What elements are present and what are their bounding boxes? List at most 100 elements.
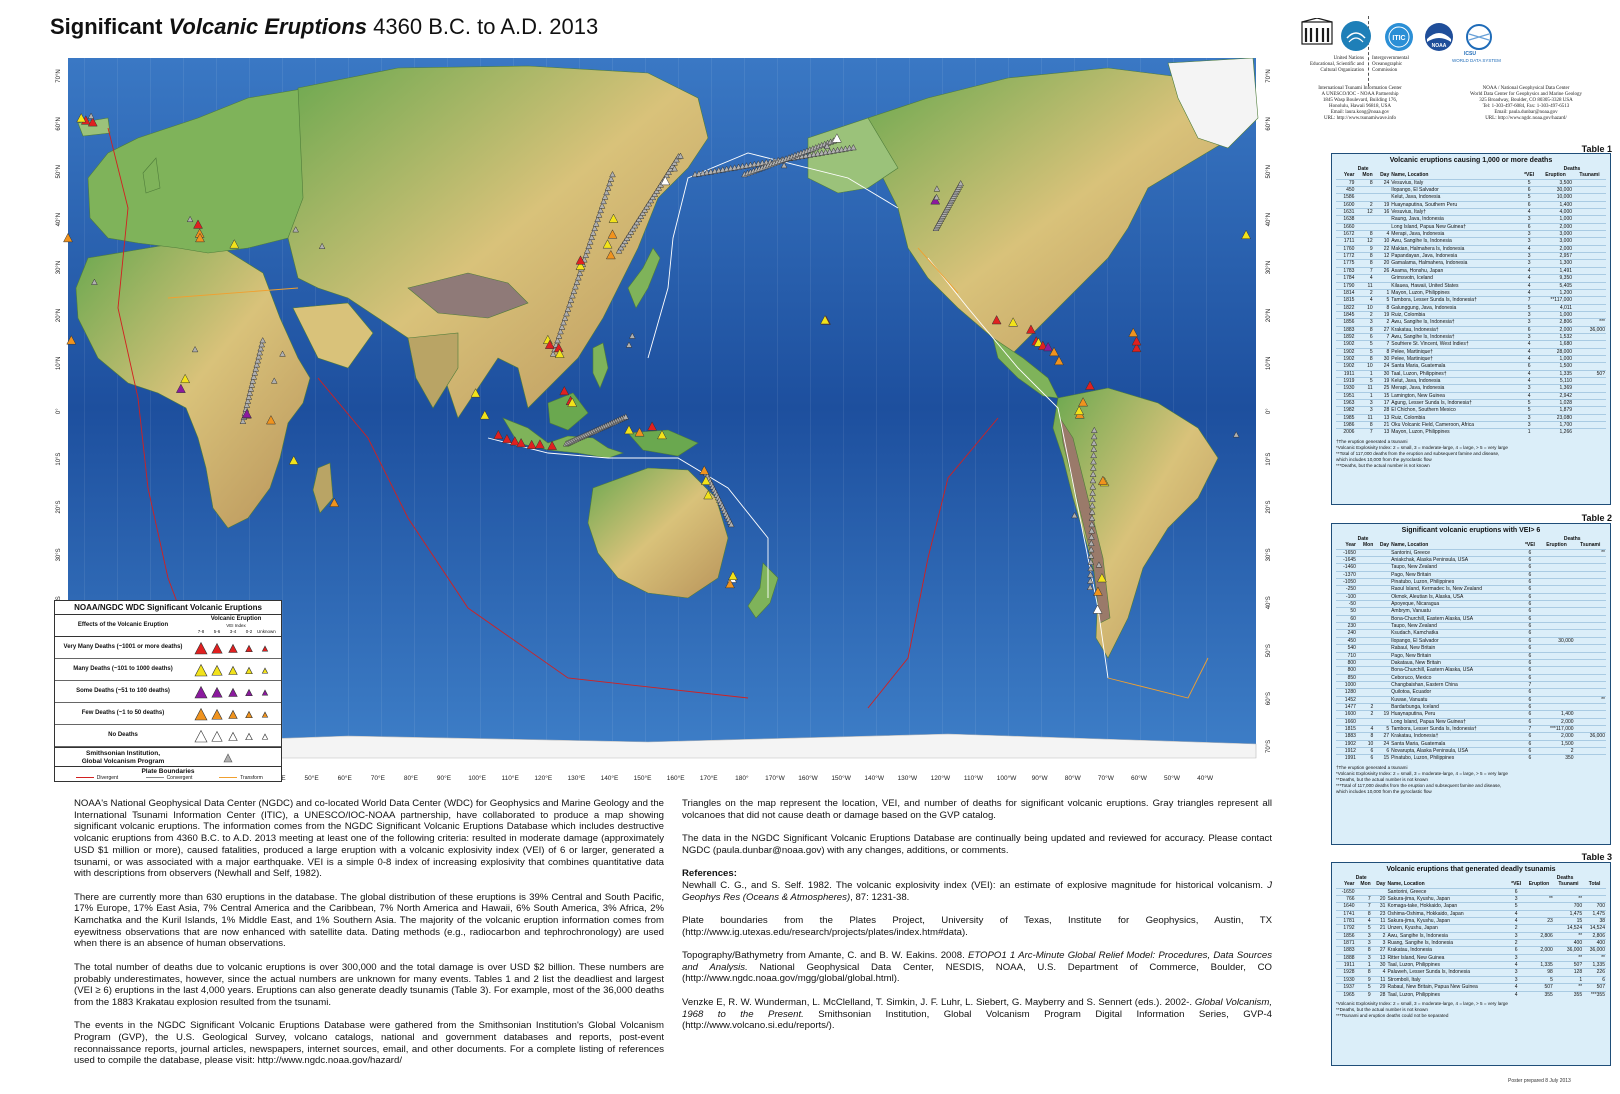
gray-volcano-triangle[interactable] [677, 152, 684, 159]
red-volcano-triangle[interactable] [509, 436, 520, 446]
red-volcano-triangle[interactable] [516, 437, 527, 448]
gray-volcano-triangle[interactable] [255, 353, 263, 360]
yellow-volcano-triangle[interactable] [470, 388, 481, 398]
orange-volcano-triangle[interactable] [1078, 397, 1088, 407]
gray-volcano-triangle[interactable] [250, 373, 258, 380]
gray-volcano-triangle[interactable] [186, 215, 194, 223]
gray-volcano-triangle[interactable] [1089, 476, 1097, 484]
gray-volcano-triangle[interactable] [253, 361, 261, 368]
red-volcano-triangle[interactable] [1037, 340, 1048, 350]
gray-volcano-triangle[interactable] [560, 319, 567, 326]
orange-volcano-triangle[interactable] [699, 465, 710, 475]
gray-volcano-triangle[interactable] [582, 251, 590, 258]
red-volcano-triangle[interactable] [647, 421, 658, 431]
white-volcano-triangle[interactable] [831, 133, 842, 143]
gray-volcano-triangle[interactable] [1087, 546, 1095, 553]
gray-volcano-triangle[interactable] [1088, 527, 1095, 534]
red-volcano-triangle[interactable] [493, 429, 504, 440]
gray-volcano-triangle[interactable] [239, 417, 247, 424]
gray-volcano-triangle[interactable] [625, 341, 633, 348]
gray-volcano-triangle[interactable] [1089, 502, 1096, 509]
yellow-volcano-triangle[interactable] [567, 397, 578, 407]
gray-volcano-triangle[interactable] [1089, 483, 1097, 490]
gray-volcano-triangle[interactable] [780, 161, 788, 169]
red-volcano-triangle[interactable] [501, 433, 512, 444]
yellow-volcano-triangle[interactable] [820, 314, 830, 325]
gray-volcano-triangle[interactable] [589, 229, 597, 236]
gray-volcano-triangle[interactable] [647, 196, 655, 204]
gray-volcano-triangle[interactable] [563, 310, 570, 317]
gray-volcano-triangle[interactable] [1088, 539, 1095, 547]
gray-volcano-triangle[interactable] [635, 215, 643, 223]
orange-volcano-triangle[interactable] [605, 249, 616, 260]
gray-volcano-triangle[interactable] [933, 193, 940, 201]
yellow-volcano-triangle[interactable] [602, 239, 613, 249]
gray-volcano-triangle[interactable] [673, 156, 680, 163]
yellow-volcano-triangle[interactable] [288, 455, 299, 465]
gray-volcano-triangle[interactable] [649, 193, 657, 201]
red-volcano-triangle[interactable] [1131, 336, 1142, 346]
gray-volcano-triangle[interactable] [957, 179, 964, 187]
orange-volcano-triangle[interactable] [1128, 327, 1139, 337]
red-volcano-triangle[interactable] [1131, 342, 1142, 353]
gray-volcano-triangle[interactable] [629, 225, 637, 232]
gray-volcano-triangle[interactable] [850, 144, 857, 151]
yellow-volcano-triangle[interactable] [180, 373, 191, 384]
gray-volcano-triangle[interactable] [1088, 520, 1096, 528]
yellow-volcano-triangle[interactable] [1241, 229, 1252, 239]
gray-volcano-triangle[interactable] [615, 247, 623, 254]
gray-volcano-triangle[interactable] [1087, 577, 1094, 584]
gray-volcano-triangle[interactable] [728, 520, 735, 528]
yellow-volcano-triangle[interactable] [728, 570, 738, 581]
gray-volcano-triangle[interactable] [933, 185, 941, 192]
gray-volcano-triangle[interactable] [258, 340, 266, 348]
gray-volcano-triangle[interactable] [598, 202, 606, 209]
gray-volcano-triangle[interactable] [665, 168, 672, 175]
red-volcano-triangle[interactable] [559, 385, 570, 396]
gray-volcano-triangle[interactable] [655, 184, 662, 191]
orange-volcano-triangle[interactable] [329, 497, 340, 507]
gray-volcano-triangle[interactable] [1087, 571, 1094, 578]
gray-volcano-triangle[interactable] [576, 269, 584, 276]
gray-volcano-triangle[interactable] [603, 188, 610, 196]
gray-volcano-triangle[interactable] [1232, 431, 1240, 438]
gray-volcano-triangle[interactable] [244, 397, 252, 404]
gray-volcano-triangle[interactable] [549, 350, 557, 357]
gray-volcano-triangle[interactable] [585, 242, 593, 249]
gray-volcano-triangle[interactable] [1089, 495, 1096, 503]
gray-volcano-triangle[interactable] [601, 193, 609, 200]
gray-volcano-triangle[interactable] [595, 211, 603, 218]
yellow-volcano-triangle[interactable] [1074, 405, 1085, 415]
purple-volcano-triangle[interactable] [241, 408, 252, 419]
gray-volcano-triangle[interactable] [564, 305, 572, 312]
yellow-volcano-triangle[interactable] [1096, 572, 1107, 583]
orange-volcano-triangle[interactable] [1097, 475, 1108, 485]
gray-volcano-triangle[interactable] [1095, 561, 1103, 568]
gray-volcano-triangle[interactable] [637, 212, 645, 219]
red-volcano-triangle[interactable] [1026, 324, 1036, 334]
red-volcano-triangle[interactable] [544, 339, 555, 349]
gray-volcano-triangle[interactable] [591, 224, 598, 232]
gray-volcano-triangle[interactable] [91, 278, 98, 285]
gray-volcano-triangle[interactable] [823, 142, 831, 149]
volcano-markers[interactable] [63, 112, 1252, 614]
yellow-volcano-triangle[interactable] [479, 410, 490, 420]
gray-volcano-triangle[interactable] [617, 244, 625, 251]
gray-volcano-triangle[interactable] [609, 170, 616, 178]
gray-volcano-triangle[interactable] [555, 332, 563, 339]
gray-volcano-triangle[interactable] [243, 401, 251, 408]
gray-volcano-triangle[interactable] [557, 327, 564, 335]
gray-volcano-triangle[interactable] [592, 220, 600, 227]
gray-volcano-triangle[interactable] [606, 179, 613, 187]
gray-volcano-triangle[interactable] [607, 175, 615, 182]
gray-volcano-triangle[interactable] [1090, 445, 1098, 452]
gray-volcano-triangle[interactable] [588, 233, 596, 240]
purple-volcano-triangle[interactable] [1043, 341, 1054, 352]
gray-volcano-triangle[interactable] [570, 287, 578, 294]
yellow-volcano-triangle[interactable] [700, 475, 711, 485]
gray-volcano-triangle[interactable] [1089, 489, 1096, 496]
gray-volcano-triangle[interactable] [558, 323, 566, 330]
gray-volcano-triangle[interactable] [597, 206, 604, 214]
gray-volcano-triangle[interactable] [575, 274, 582, 281]
gray-volcano-triangle[interactable] [247, 385, 255, 392]
